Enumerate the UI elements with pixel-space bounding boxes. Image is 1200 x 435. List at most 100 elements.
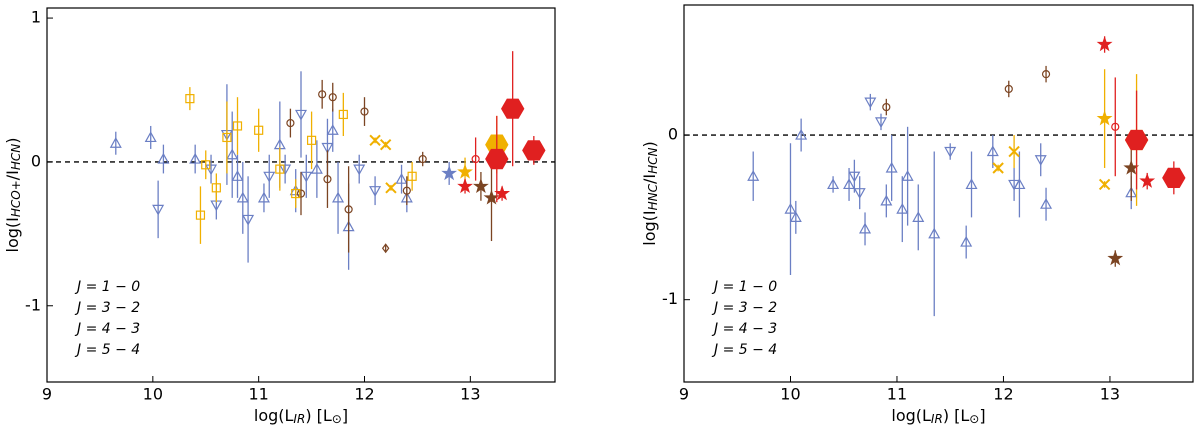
label-part: log(L <box>254 406 294 425</box>
legend-entry: J = 4 − 3 <box>711 321 777 337</box>
marker <box>522 140 546 161</box>
marker <box>306 135 317 145</box>
marker <box>369 186 382 197</box>
y-tick-label: -1 <box>662 289 678 308</box>
marker <box>279 164 292 176</box>
marker <box>784 202 797 214</box>
marker <box>1107 250 1124 266</box>
marker <box>328 93 337 102</box>
marker <box>395 172 408 184</box>
marker <box>310 162 323 174</box>
marker <box>185 94 195 104</box>
x-tick-label: 11 <box>248 385 268 404</box>
x-tick-label: 13 <box>460 385 480 404</box>
marker <box>1139 172 1156 188</box>
marker <box>827 178 840 190</box>
marker <box>275 164 285 174</box>
x-tick-label: 9 <box>42 385 52 404</box>
marker <box>1008 145 1020 158</box>
marker <box>222 132 232 143</box>
label-part: ) <box>3 137 22 143</box>
marker <box>1096 36 1113 52</box>
marker <box>843 178 856 190</box>
marker <box>326 124 339 135</box>
marker <box>483 189 500 205</box>
marker <box>291 188 301 199</box>
subscript: IR <box>293 412 305 426</box>
marker <box>236 191 249 203</box>
legend-entry: J = 1 − 0 <box>74 279 140 295</box>
label-part: ) [L <box>943 406 970 425</box>
marker <box>286 118 295 128</box>
axis-label: log(IHCO+/IHCN) <box>3 137 23 252</box>
marker <box>294 109 308 121</box>
marker <box>1040 197 1053 209</box>
x-tick-label: 13 <box>1100 385 1120 404</box>
marker <box>485 148 509 170</box>
marker <box>882 102 891 112</box>
marker <box>242 214 255 226</box>
marker <box>965 178 978 190</box>
marker <box>205 164 218 176</box>
marker <box>494 185 511 201</box>
marker <box>254 125 264 135</box>
marker <box>1041 70 1051 79</box>
marker <box>880 194 893 206</box>
subscript: HNC <box>646 183 660 210</box>
plot-frame <box>683 4 1194 383</box>
marker <box>1162 167 1186 188</box>
subscript: HCN <box>646 147 660 173</box>
label-part: /I <box>3 170 22 180</box>
marker <box>471 154 480 164</box>
marker <box>152 204 165 216</box>
marker <box>1098 178 1111 191</box>
y-tick-label: -1 <box>25 295 41 314</box>
panel: 9 10 11 12 13 -1 0 1 log(LIR) [L⊙] log(IHCO+/IHCN… <box>3 7 556 426</box>
marker <box>189 152 202 164</box>
marker <box>379 138 392 151</box>
label-part: ] <box>342 406 348 425</box>
marker <box>472 178 489 194</box>
label-part: ] <box>979 406 985 425</box>
label-part: log(L <box>891 406 931 425</box>
marker <box>944 146 957 158</box>
marker <box>300 171 313 183</box>
x-tick-label: 11 <box>887 385 907 404</box>
label-part: log(I <box>640 210 659 245</box>
label-part: ) [L <box>305 406 332 425</box>
marker <box>457 163 473 179</box>
marker <box>864 97 877 109</box>
y-tick-label: 1 <box>31 8 41 27</box>
marker <box>201 160 211 170</box>
marker <box>960 235 973 247</box>
marker <box>381 243 390 254</box>
marker <box>344 205 353 214</box>
label-part: /I <box>640 174 659 184</box>
x-tick-label: 9 <box>679 385 689 404</box>
legend-entry: J = 3 − 2 <box>711 300 777 316</box>
marker <box>747 169 760 181</box>
subscript: IR <box>931 412 943 426</box>
marker <box>912 211 925 222</box>
x-tick-label: 10 <box>780 385 800 404</box>
marker <box>144 131 157 143</box>
marker <box>1096 110 1113 126</box>
axis-label: log(LIR) [L⊙] <box>891 406 985 426</box>
marker <box>407 171 417 181</box>
marker <box>353 164 366 176</box>
legend-entry: J = 5 − 4 <box>711 342 777 358</box>
subscript: ⊙ <box>332 412 342 426</box>
marker <box>360 107 369 116</box>
marker <box>321 142 334 154</box>
marker <box>402 186 411 195</box>
marker <box>901 169 914 181</box>
marker <box>323 175 332 184</box>
marker <box>332 191 345 203</box>
legend-entry: J = 1 − 0 <box>711 279 777 295</box>
marker <box>853 188 866 199</box>
marker <box>338 109 348 120</box>
axis-label: log(IHNC/IHCN) <box>640 141 660 246</box>
x-tick-label: 12 <box>354 385 374 404</box>
marker <box>992 162 1004 174</box>
marker <box>896 202 909 214</box>
